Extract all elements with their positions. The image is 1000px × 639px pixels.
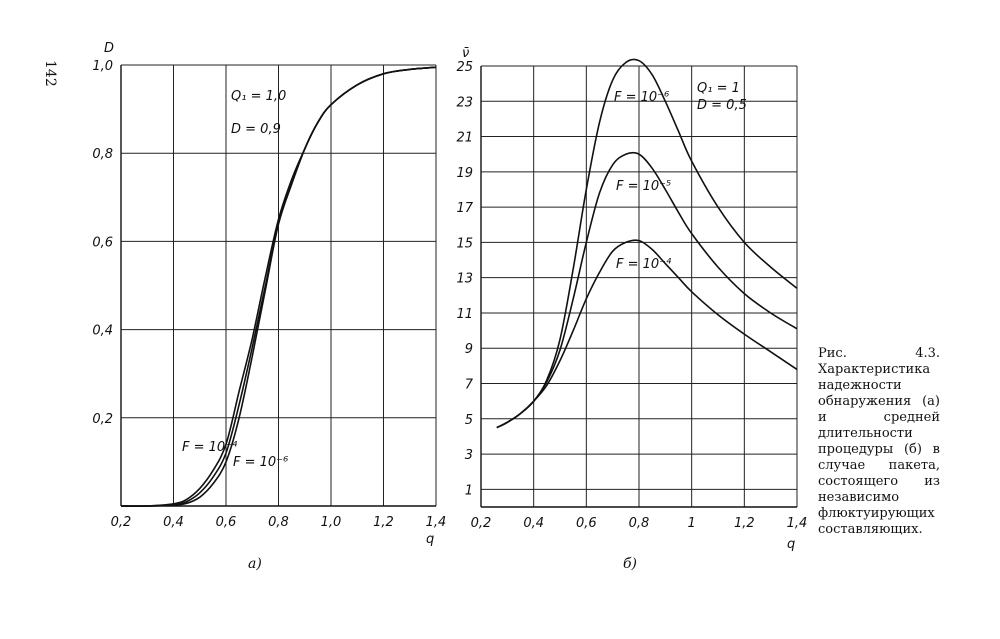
curve-b-0 <box>496 58 798 429</box>
y-tick-label: 13 <box>456 272 473 287</box>
curve-b-2 <box>496 239 798 429</box>
annotation-f-1e-6: F = 10⁻⁶ <box>233 455 288 470</box>
y-tick-label: 25 <box>456 60 473 75</box>
annotation-f-1e-5: F = 10⁻⁵ <box>616 179 671 194</box>
x-axis-title: q <box>426 532 434 547</box>
y-axis-title: D <box>104 41 114 56</box>
y-tick-label: 21 <box>456 131 473 146</box>
y-tick-label: 0,6 <box>92 235 113 250</box>
figure-caption: Рис. 4.3. Характеристика надежности обна… <box>818 346 940 537</box>
x-tick-label: 0,2 <box>471 516 492 531</box>
annotation-f-1e-6: F = 10⁻⁶ <box>614 90 669 105</box>
x-axis-title: q <box>787 537 795 552</box>
annotation-q1: Q₁ = 1 <box>697 81 740 96</box>
x-tick-label: 0,4 <box>523 516 544 531</box>
y-tick-label: 7 <box>465 378 474 393</box>
page-number: 142 <box>42 60 58 87</box>
annotation-f-1e-4: F = 10⁻⁴ <box>616 257 672 272</box>
x-tick-label: 1,0 <box>321 515 342 530</box>
y-tick-label: 0,4 <box>92 324 113 339</box>
chart-b: 0,2 0,4 0,6 0,8 1 1,2 1,4135791113151719212325… <box>456 46 807 552</box>
panel-a-label: а) <box>248 556 262 572</box>
annotation-d: D = 0,5 <box>697 98 747 113</box>
x-tick-label: 1,4 <box>787 516 808 531</box>
y-tick-label: 23 <box>456 95 473 110</box>
annotation-d: D = 0,9 <box>231 122 281 137</box>
y-tick-label: 11 <box>456 307 473 322</box>
x-tick-label: 1,2 <box>373 515 394 530</box>
y-tick-label: 0,8 <box>92 147 113 162</box>
y-tick-label: 17 <box>456 201 473 216</box>
annotation-f-1e-4: F = 10⁻⁴ <box>182 440 238 455</box>
y-tick-label: 3 <box>465 448 473 463</box>
x-tick-label: 0,4 <box>163 515 184 530</box>
y-tick-label: 0,2 <box>92 412 113 427</box>
panel-b-label: б) <box>623 556 638 572</box>
x-tick-label: 0,6 <box>216 515 237 530</box>
x-tick-label: 1,4 <box>426 515 447 530</box>
y-tick-label: 19 <box>456 166 473 181</box>
y-tick-label: 5 <box>465 413 473 428</box>
y-tick-label: 9 <box>465 342 473 357</box>
x-tick-label: 0,6 <box>576 516 597 531</box>
annotation-q1: Q₁ = 1,0 <box>231 89 286 104</box>
y-axis-title: ν̄ <box>462 46 469 61</box>
x-tick-label: 0,8 <box>629 516 650 531</box>
y-tick-label: 1,0 <box>92 59 113 74</box>
chart-a: 0,2 0,4 0,6 0,8 1,0 1,2 1,4 0,2 0,4 0,6 0,8 1,0 Dq Q₁… <box>92 41 446 547</box>
x-tick-label: 1 <box>688 516 696 531</box>
x-tick-label: 0,2 <box>111 515 132 530</box>
y-tick-label: 15 <box>456 236 473 251</box>
y-tick-label: 1 <box>465 483 473 498</box>
curve-a-2 <box>120 66 437 507</box>
x-tick-label: 1,2 <box>734 516 755 531</box>
x-tick-label: 0,8 <box>268 515 289 530</box>
